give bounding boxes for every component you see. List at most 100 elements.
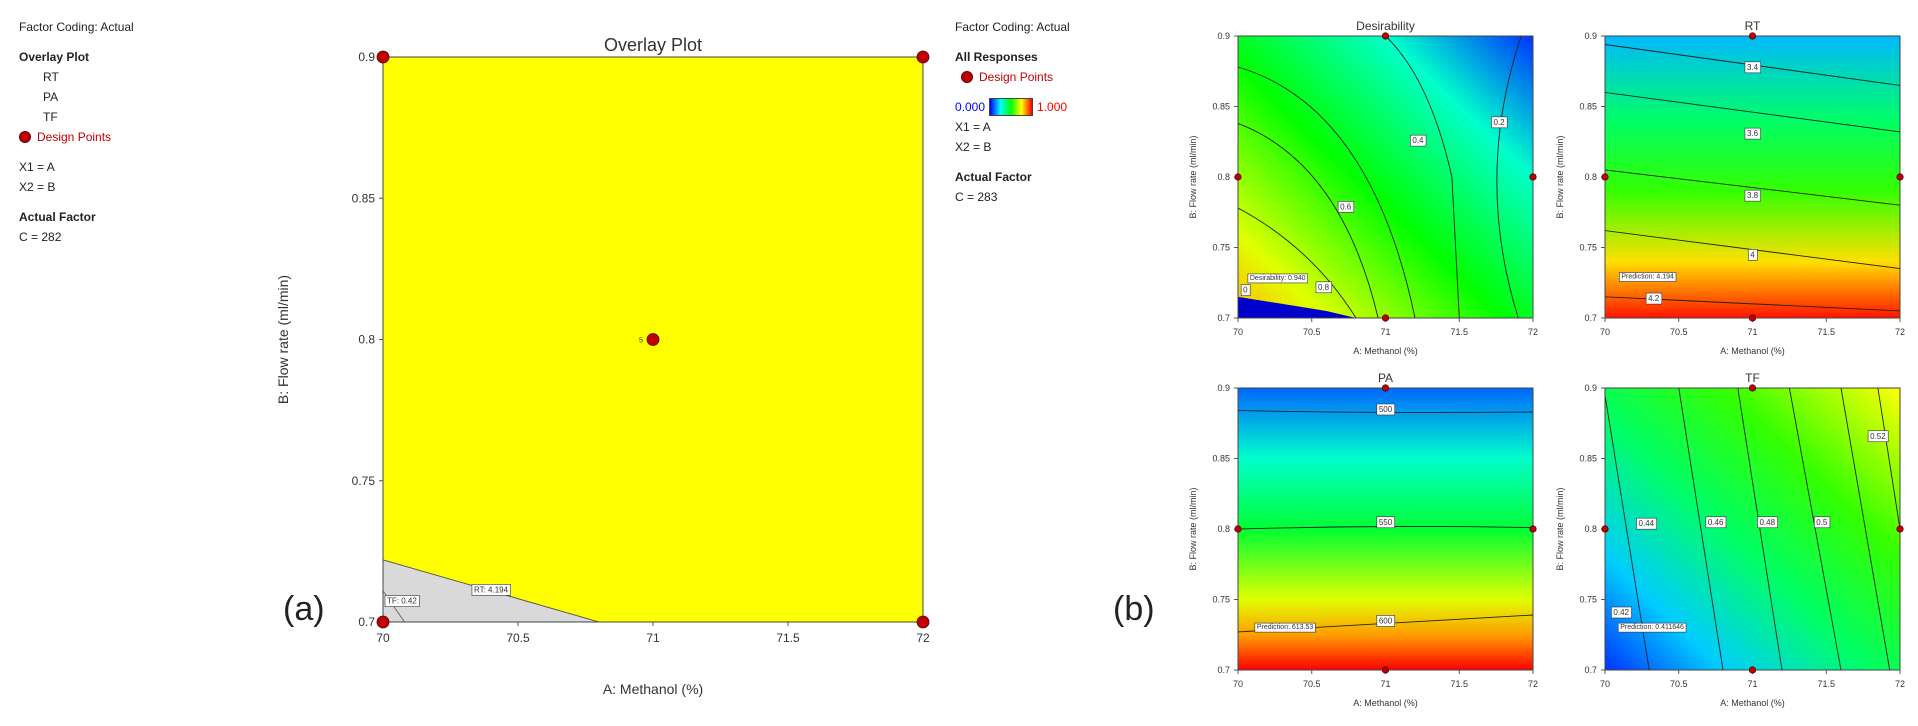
contour-label-box [1867, 430, 1889, 443]
y-tick-label: 0.8 [1584, 524, 1597, 534]
constraint-label-tf: TF: 0.42 [387, 597, 417, 606]
chart-title: TF [1745, 371, 1760, 385]
y-tick-label: 0.7 [1584, 313, 1597, 323]
contour-label: 0.42 [1613, 608, 1629, 617]
contour-label: 0 [1243, 286, 1248, 295]
panel-label-b: (b) [1113, 590, 1155, 628]
y-axis-label: B: Flow rate (ml/min) [275, 275, 291, 404]
y-tick-label: 0.8 [1217, 172, 1230, 182]
infeasible-region [1238, 296, 1356, 318]
chart-title: Desirability [1356, 19, 1415, 33]
contour-label-box [1619, 272, 1677, 282]
legend-item-pa: PA [43, 90, 59, 104]
contour-label-box [1337, 201, 1355, 213]
x-tick-label: 71.5 [776, 631, 800, 645]
x-tick-label: 70 [1600, 327, 1610, 337]
factor-coding-label: Factor Coding: Actual [955, 20, 1070, 34]
contour-line [1385, 35, 1460, 319]
y-tick-label: 0.85 [1212, 102, 1230, 112]
panel-label-a: (a) [283, 590, 325, 628]
contour-label: 3.4 [1747, 63, 1759, 72]
design-point [1529, 525, 1537, 533]
color-scale-max: 1.000 [1037, 100, 1068, 114]
y-tick-label: 0.85 [352, 191, 376, 205]
contour-label-box [1813, 516, 1831, 529]
design-point [1381, 384, 1390, 392]
y-tick-label: 0.7 [1584, 665, 1597, 675]
x-axis-label: A: Methanol (%) [603, 681, 703, 697]
x-tick-label: 72 [1895, 679, 1905, 689]
x-tick-label: 71 [1380, 327, 1390, 337]
contour-label-box [1744, 61, 1761, 74]
y-tick-label: 0.75 [1212, 243, 1230, 253]
design-point [1748, 384, 1757, 392]
y-tick-label: 0.7 [1217, 313, 1230, 323]
y-tick-label: 0.9 [1217, 383, 1230, 393]
design-point [1896, 173, 1904, 181]
contour-label-box [1705, 516, 1727, 529]
x-tick-label: 70.5 [1303, 327, 1321, 337]
design-point [1381, 32, 1390, 40]
contour-label-box [1247, 273, 1308, 284]
design-point [376, 615, 390, 629]
contour-field [1238, 36, 1533, 318]
y-tick-label: 0.75 [1579, 595, 1597, 605]
x-tick-label: 70.5 [1670, 327, 1688, 337]
chart-title: PA [1378, 371, 1393, 385]
y-tick-label: 0.85 [1212, 454, 1230, 464]
constraint-label-rt: RT: 4.194 [474, 585, 509, 594]
contour-label-box [1376, 403, 1396, 416]
contour-line [1678, 387, 1724, 671]
x-tick-label: 71.5 [1450, 679, 1468, 689]
y-tick-label: 0.8 [358, 333, 375, 347]
x-tick-label: 71.5 [1817, 679, 1835, 689]
contour-label-box [1617, 622, 1687, 633]
x-tick-label: 70 [376, 631, 390, 645]
x-tick-label: 71 [1747, 327, 1757, 337]
contour-label-box [1410, 134, 1427, 147]
x-tick-label: 72 [1895, 327, 1905, 337]
x-tick-label: 71.5 [1450, 327, 1468, 337]
y-tick-label: 0.9 [1584, 383, 1597, 393]
legend-design-points: Design Points [19, 127, 134, 147]
y-tick-label: 0.75 [1212, 595, 1230, 605]
x-tick-label: 70.5 [1670, 679, 1688, 689]
contour-label-box [1254, 622, 1316, 633]
design-point [916, 50, 930, 64]
design-point [1381, 314, 1390, 322]
color-scale: 0.000 1.000 [955, 97, 1070, 117]
contour-label-box [1376, 516, 1396, 529]
actual-factor-title: Actual Factor [19, 210, 96, 224]
y-tick-label: 0.9 [1584, 31, 1597, 41]
contour-label-box [1611, 606, 1632, 619]
contour-line [1788, 387, 1842, 671]
y-tick-label: 0.9 [1217, 31, 1230, 41]
x-axis-label: A: Methanol (%) [1353, 698, 1418, 708]
contour-label: 0.6 [1340, 202, 1352, 211]
design-point [1529, 173, 1537, 181]
contour-label-box [1757, 516, 1778, 529]
y-axis-label: B: Flow rate (ml/min) [1188, 135, 1198, 218]
x-tick-label: 70 [1233, 327, 1243, 337]
x-tick-label: 71 [1380, 679, 1390, 689]
x1-mapping: X1 = A [955, 120, 991, 134]
contour-label: 0.48 [1759, 518, 1775, 527]
contour-label: 3.6 [1747, 129, 1759, 138]
design-point [1601, 173, 1609, 181]
contour-label: 0.8 [1318, 283, 1330, 292]
chart-title: Overlay Plot [604, 35, 702, 55]
design-point [1234, 525, 1242, 533]
y-tick-label: 0.85 [1579, 454, 1597, 464]
actual-factor-value: C = 283 [955, 190, 998, 204]
contour-label-box [1376, 615, 1396, 627]
y-tick-label: 0.85 [1579, 102, 1597, 112]
x-axis-label: A: Methanol (%) [1720, 698, 1785, 708]
contour-label: 0.46 [1708, 518, 1724, 527]
contour-line [1496, 35, 1522, 319]
contour-label-box [471, 584, 511, 596]
contour-line [1840, 387, 1891, 671]
design-point [1601, 525, 1609, 533]
contour-label: 0.5 [1816, 518, 1828, 527]
contour-label: 0.2 [1494, 118, 1506, 127]
y-tick-label: 0.75 [352, 474, 376, 488]
